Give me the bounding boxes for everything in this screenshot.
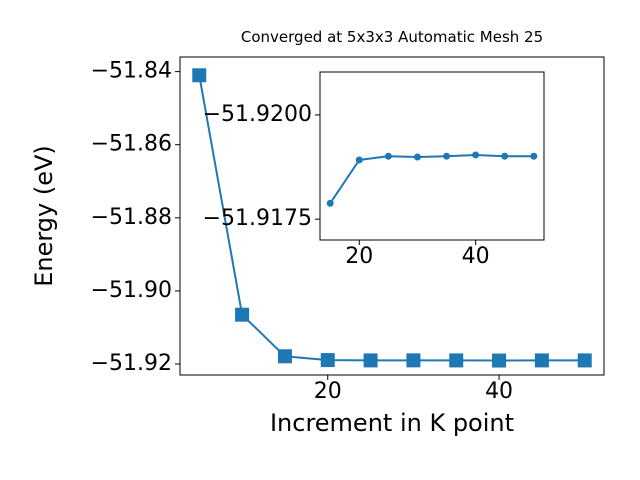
marker [577,353,592,368]
marker [355,156,363,164]
marker [413,153,421,161]
x-tick-label: 40 [485,379,513,404]
y-axis-label: Energy (eV) [30,145,58,287]
marker [492,353,507,368]
marker [534,353,549,368]
y-tick-label: −51.86 [91,132,172,157]
series-line [198,75,585,362]
marker [472,151,480,159]
marker [449,353,464,368]
marker [192,68,207,83]
marker [326,199,334,207]
y-tick-label: −51.88 [91,205,172,230]
marker [406,353,421,368]
marker [363,353,378,368]
marker [384,152,392,160]
marker [501,152,509,160]
x-tick-label: 20 [345,244,373,269]
marker [320,353,335,368]
y-tick-label: −51.9200 [203,102,312,127]
chart-title: Converged at 5x3x3 Automatic Mesh 25 [241,28,543,46]
marker [530,152,538,160]
x-axis-label: Increment in K point [270,409,514,437]
marker [443,152,451,160]
y-tick-label: −51.90 [91,278,172,303]
marker [277,349,292,364]
x-tick-label: 40 [462,244,490,269]
axes-frame [179,56,605,376]
y-tick-label: −51.84 [91,59,172,84]
marker [235,307,250,322]
x-tick-label: 20 [314,379,342,404]
y-tick-label: −51.9175 [203,206,312,231]
series-line [329,153,534,204]
axes-frame [319,71,545,241]
y-tick-label: −51.92 [91,351,172,376]
